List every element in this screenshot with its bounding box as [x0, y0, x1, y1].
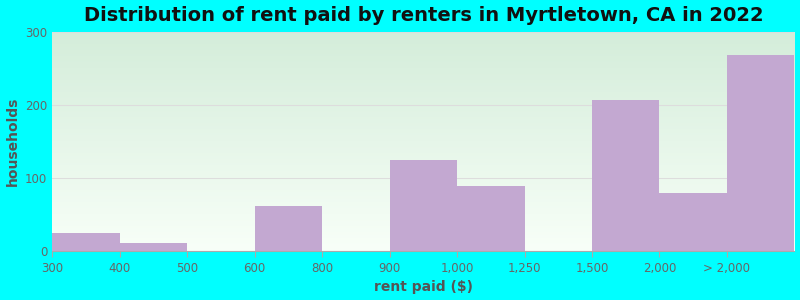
Bar	[390, 160, 457, 251]
Bar	[52, 233, 120, 251]
X-axis label: rent paid ($): rent paid ($)	[374, 280, 473, 294]
Bar	[457, 185, 525, 251]
Bar	[727, 55, 794, 251]
Bar	[659, 193, 727, 251]
Title: Distribution of rent paid by renters in Myrtletown, CA in 2022: Distribution of rent paid by renters in …	[83, 6, 763, 25]
Bar	[254, 206, 322, 251]
Bar	[592, 100, 659, 251]
Y-axis label: households: households	[6, 97, 19, 186]
Bar	[120, 243, 187, 251]
